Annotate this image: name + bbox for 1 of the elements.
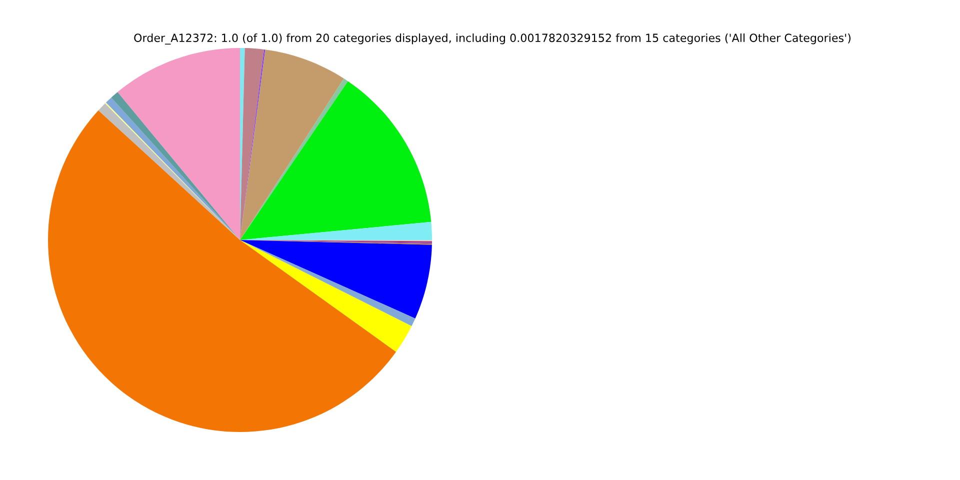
text: Order_A12372: 1.0 (of 1.0) from 20 categories displayed, including 0.0017820329152 from 15 categories ('All Other Categories') — [134, 33, 850, 45]
